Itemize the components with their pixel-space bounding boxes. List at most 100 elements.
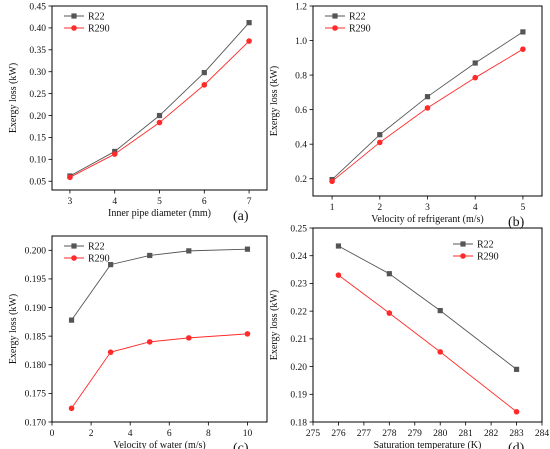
data-point-r22 — [472, 60, 478, 66]
y-tick-label: 0.20 — [29, 112, 46, 122]
panel-label: (a) — [233, 209, 249, 224]
data-point-r290 — [437, 349, 444, 355]
y-tick-label: 0.24 — [290, 252, 307, 262]
chart-panel-2: 1 2 3 4 5 0.2 0.4 0.6 0.8 1.0 1.2 Velocity of refri… — [269, 2, 543, 230]
data-point-r22 — [147, 252, 153, 259]
legend-label-r22: R22 — [477, 240, 494, 251]
x-tick-label: 277 — [357, 429, 372, 439]
x-axis-label: Velocity of refrigerant (m/s) — [371, 214, 483, 225]
x-tick-label: 3 — [425, 203, 430, 213]
panel-label: (d) — [508, 441, 525, 449]
y-tick-label: 1.2 — [295, 2, 307, 12]
chart-panel-4: 275 276 277 278 279 280 281 282 283 284 0.18 0.19 0.… — [269, 224, 549, 449]
y-tick-label: 0.185 — [25, 332, 47, 342]
series-line-r22 — [338, 245, 517, 370]
data-point-r22 — [437, 307, 443, 314]
y-tick-label: 0.40 — [29, 24, 46, 34]
data-point-r290 — [335, 272, 342, 278]
y-tick-label: 0.175 — [25, 390, 47, 400]
y-tick-label: 0.4 — [295, 140, 307, 150]
x-axis-label: Saturation temperature (K) — [374, 440, 482, 449]
x-axis-label: Velocity of water (m/s) — [113, 440, 205, 449]
series-line-r22 — [69, 22, 250, 177]
data-point-r290 — [424, 105, 431, 111]
x-tick-label: 7 — [247, 197, 252, 207]
x-tick-label: 280 — [433, 429, 448, 439]
panel-label: (c) — [233, 441, 249, 449]
data-point-r290 — [107, 349, 114, 355]
y-tick-label: 0.170 — [25, 418, 47, 428]
x-tick-label: 284 — [535, 429, 550, 439]
x-tick-label: 2 — [377, 203, 382, 213]
legend-marker — [332, 25, 338, 31]
data-point-r290 — [68, 405, 75, 412]
y-tick-label: 1.0 — [295, 37, 307, 47]
x-tick-label: 279 — [408, 429, 423, 439]
data-point-r290 — [472, 74, 479, 81]
y-tick-label: 0.10 — [29, 156, 46, 166]
legend-marker — [332, 13, 338, 19]
plot-frame — [51, 5, 268, 191]
legend-label-r290: R290 — [88, 254, 110, 265]
data-point-r290 — [201, 82, 208, 88]
legend-marker — [71, 243, 77, 249]
legend-label-r290: R290 — [477, 252, 499, 263]
legend-label-r22: R22 — [88, 242, 105, 253]
y-tick-label: 0.25 — [290, 224, 307, 234]
data-point-r22 — [520, 29, 526, 35]
data-point-r22 — [156, 112, 163, 119]
y-axis-label: Exergy loss (kW) — [269, 290, 280, 360]
y-tick-label: 0.35 — [29, 46, 46, 56]
x-tick-label: 6 — [202, 197, 207, 207]
series-line-r290 — [331, 48, 524, 182]
chart-panel-1: 3 4 5 6 7 0.05 0.10 0.15 0.20 0.25 0.30 0.35 0.40 0.4… — [8, 2, 268, 224]
x-tick-label: 5 — [521, 203, 526, 213]
x-tick-label: 276 — [331, 429, 346, 439]
y-axis-label: Exergy loss (kW) — [269, 66, 280, 136]
y-tick-label: 0.15 — [29, 134, 46, 144]
y-tick-label: 0.8 — [295, 71, 307, 81]
y-tick-label: 0.180 — [25, 361, 47, 371]
plot-frame — [51, 235, 268, 423]
data-point-r290 — [146, 339, 153, 345]
series-line-r290 — [69, 40, 250, 178]
y-tick-label: 0.190 — [25, 304, 47, 314]
y-tick-label: 0.45 — [29, 2, 46, 12]
legend-marker — [460, 253, 466, 259]
chart-panel-3: 0 2 4 6 8 10 0.170 0.175 0.180 0.185 0.190 0.195 0.2… — [8, 235, 268, 449]
data-point-r22 — [246, 20, 252, 26]
data-point-r22 — [513, 366, 520, 372]
panel-label: (b) — [508, 215, 525, 230]
legend-marker — [460, 241, 466, 247]
x-tick-label: 4 — [112, 197, 117, 207]
legend-marker — [71, 255, 77, 261]
legend-label-r22: R22 — [88, 12, 105, 23]
data-point-r290 — [156, 119, 163, 126]
y-axis-label: Exergy loss (kW) — [8, 63, 19, 133]
x-tick-label: 6 — [167, 429, 172, 439]
data-point-r290 — [386, 310, 393, 316]
y-tick-label: 0.200 — [25, 247, 47, 257]
x-tick-label: 4 — [128, 429, 133, 439]
data-point-r290 — [246, 38, 252, 44]
data-point-r290 — [329, 178, 335, 185]
data-point-r22 — [424, 94, 431, 100]
y-tick-label: 0.19 — [290, 391, 307, 401]
series-line-r290 — [71, 333, 248, 409]
x-axis-label: Inner pipe diameter (mm) — [108, 208, 211, 219]
data-point-r290 — [67, 174, 73, 181]
y-tick-label: 0.21 — [290, 335, 307, 345]
legend-marker — [71, 13, 77, 19]
data-point-r290 — [520, 46, 526, 52]
x-tick-label: 4 — [473, 203, 478, 213]
data-point-r22 — [244, 246, 251, 252]
y-axis-label: Exergy loss (kW) — [8, 294, 19, 364]
x-tick-label: 278 — [382, 429, 397, 439]
x-tick-label: 10 — [243, 429, 253, 439]
legend-label-r290: R290 — [88, 24, 110, 35]
x-tick-label: 3 — [68, 197, 73, 207]
x-tick-label: 0 — [50, 429, 55, 439]
legend-marker — [71, 25, 77, 31]
y-tick-label: 0.20 — [290, 363, 307, 373]
data-point-r290 — [376, 139, 383, 146]
